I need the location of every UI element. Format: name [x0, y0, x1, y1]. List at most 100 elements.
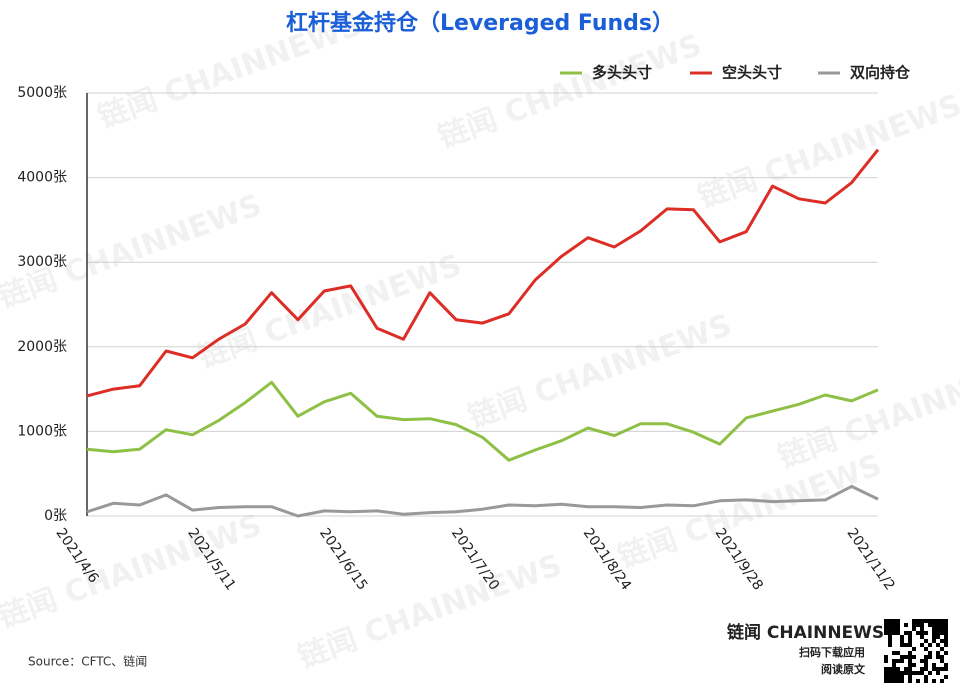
qr-cell — [884, 671, 888, 675]
qr-cell — [920, 631, 924, 635]
legend-label: 双向持仓 — [850, 64, 911, 82]
qr-cell — [944, 663, 948, 667]
qr-cell — [944, 619, 948, 623]
watermark: 链闻 CHAINNEWS — [294, 548, 567, 676]
qr-cell — [888, 671, 892, 675]
qr-cell — [916, 671, 920, 675]
qr-cell — [900, 671, 904, 675]
qr-cell — [884, 619, 888, 623]
qr-cell — [908, 679, 912, 683]
qr-cell — [888, 631, 892, 635]
series-line — [86, 148, 880, 398]
watermark: 链闻 CHAINNEWS — [694, 88, 960, 216]
qr-cell — [940, 647, 944, 651]
qr-cell — [896, 631, 900, 635]
qr-cell — [928, 671, 932, 675]
x-tick-label: 2021/6/15 — [316, 525, 370, 593]
qr-cell — [940, 679, 944, 683]
qr-cell — [940, 667, 944, 671]
qr-cell — [936, 643, 940, 647]
qr-cell — [900, 639, 904, 643]
watermark: 链闻 CHAINNEWS — [0, 188, 266, 316]
qr-cell — [888, 619, 892, 623]
qr-cell — [916, 619, 920, 623]
qr-cell — [920, 667, 924, 671]
qr-cell — [920, 619, 924, 623]
y-tick-label: 4000张 — [17, 170, 67, 186]
qr-cell — [896, 667, 900, 671]
qr-cell — [924, 679, 928, 683]
qr-cell — [908, 655, 912, 659]
read-text: 阅读原文 — [821, 662, 866, 676]
qr-cell — [884, 659, 888, 663]
qr-cell — [888, 639, 892, 643]
y-tick-label: 3000张 — [17, 254, 67, 270]
qr-cell — [924, 631, 928, 635]
qr-cell — [936, 671, 940, 675]
qr-cell — [928, 643, 932, 647]
series-line — [86, 380, 879, 462]
qr-cell — [920, 623, 924, 627]
qr-cell — [908, 639, 912, 643]
qr-cell — [884, 623, 888, 627]
qr-cell — [904, 655, 908, 659]
watermark: 链闻 CHAINNEWS — [614, 448, 887, 576]
qr-cell — [896, 651, 900, 655]
qr-cell — [932, 631, 936, 635]
qr-cell — [892, 619, 896, 623]
qr-cell — [884, 655, 888, 659]
qr-cell — [908, 663, 912, 667]
qr-cell — [904, 643, 908, 647]
qr-cell — [904, 631, 908, 635]
y-tick-label: 0张 — [44, 508, 67, 524]
qr-cell — [944, 675, 948, 679]
qr-cell — [912, 623, 916, 627]
qr-cell — [904, 667, 908, 671]
qr-cell — [924, 659, 928, 663]
qr-cell — [896, 671, 900, 675]
qr-cell — [896, 679, 900, 683]
series-line — [86, 484, 879, 518]
qr-cell — [936, 631, 940, 635]
qr-code — [884, 619, 948, 683]
chart-title: 杠杆基金持仓（Leveraged Funds） — [286, 10, 674, 36]
qr-cell — [924, 667, 928, 671]
qr-cell — [908, 659, 912, 663]
qr-cell — [888, 667, 892, 671]
qr-cell — [892, 675, 896, 679]
qr-cell — [888, 679, 892, 683]
qr-cell — [912, 655, 916, 659]
legend-label: 空头头寸 — [722, 64, 782, 82]
qr-cell — [940, 631, 944, 635]
qr-cell — [936, 627, 940, 631]
qr-cell — [940, 627, 944, 631]
qr-cell — [908, 671, 912, 675]
qr-cell — [900, 643, 904, 647]
qr-cell — [900, 655, 904, 659]
qr-cell — [888, 675, 892, 679]
qr-cell — [912, 627, 916, 631]
qr-cell — [892, 623, 896, 627]
y-tick-label: 1000张 — [17, 423, 67, 439]
qr-cell — [944, 627, 948, 631]
qr-cell — [920, 643, 924, 647]
qr-cell — [944, 635, 948, 639]
qr-cell — [932, 619, 936, 623]
qr-cell — [936, 651, 940, 655]
qr-cell — [920, 627, 924, 631]
qr-cell — [924, 639, 928, 643]
qr-cell — [900, 679, 904, 683]
qr-cell — [928, 623, 932, 627]
x-tick-label: 2021/11/2 — [843, 525, 897, 593]
qr-cell — [892, 659, 896, 663]
qr-cell — [916, 623, 920, 627]
watermark: 链闻 CHAINNEWS — [194, 248, 467, 376]
qr-cell — [936, 619, 940, 623]
qr-cell — [924, 655, 928, 659]
qr-cell — [896, 627, 900, 631]
qr-cell — [912, 647, 916, 651]
qr-cell — [944, 667, 948, 671]
qr-cell — [924, 663, 928, 667]
qr-cell — [888, 627, 892, 631]
